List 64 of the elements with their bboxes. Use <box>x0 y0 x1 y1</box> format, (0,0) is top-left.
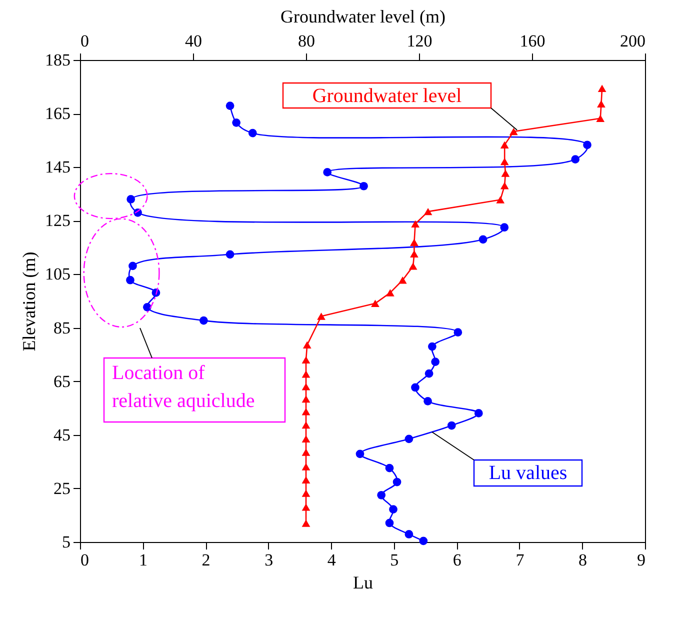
point <box>248 128 257 138</box>
x2-tick-label: 200 <box>620 32 646 50</box>
point <box>424 396 432 406</box>
x2-tick-label: 120 <box>406 32 432 50</box>
point <box>356 450 364 458</box>
y-tick-label: 125 <box>45 211 70 230</box>
y-tick-label: 45 <box>54 425 70 444</box>
x-tick-label: 1 <box>139 550 148 570</box>
x2-tick-label: 40 <box>185 32 202 50</box>
point <box>431 358 440 366</box>
point <box>232 118 240 127</box>
y-tick-label: 65 <box>54 372 70 391</box>
text: Lu values <box>488 462 568 484</box>
point <box>226 250 234 259</box>
point <box>404 434 414 444</box>
point <box>500 223 509 232</box>
x-tick-label: 9 <box>637 550 646 570</box>
point <box>424 369 434 378</box>
x2-tick-label: 80 <box>298 32 315 50</box>
x-tick-label: 3 <box>264 550 274 570</box>
point <box>385 464 394 472</box>
point <box>571 155 580 164</box>
y-tick-label: 165 <box>45 104 70 124</box>
point <box>428 342 436 351</box>
y-axis-title: Elevation (m) <box>19 252 39 352</box>
point <box>389 505 398 514</box>
annotation: Location of relative aquiclude <box>112 362 255 412</box>
point <box>126 195 136 204</box>
point <box>447 421 456 430</box>
x-tick-label: 2 <box>202 550 210 570</box>
point <box>454 328 462 337</box>
point <box>199 316 208 325</box>
point <box>360 182 368 190</box>
y-tick-label: 5 <box>62 532 70 552</box>
x-tick-label: 8 <box>578 550 587 570</box>
point <box>323 168 332 176</box>
x2-tick-label: 0 <box>80 32 89 50</box>
point <box>377 490 386 500</box>
text: Groundwater level <box>312 85 462 107</box>
x-axis-title: Lu <box>353 572 373 592</box>
point <box>392 478 402 486</box>
x2-tick-label: 160 <box>520 32 546 50</box>
y-tick-label: 145 <box>45 158 70 177</box>
point <box>474 409 483 418</box>
point <box>128 262 137 270</box>
x-tick-label: 6 <box>452 550 462 570</box>
point <box>419 536 428 546</box>
point <box>126 276 134 284</box>
y-tick-label: 25 <box>54 478 70 498</box>
x2-axis-title: Groundwater level (m) <box>280 6 446 26</box>
point <box>385 518 394 528</box>
y-tick-label: 185 <box>45 50 70 70</box>
y-tick-label: 105 <box>45 264 70 284</box>
x-tick-label: 7 <box>516 550 525 570</box>
y-tick-label: 85 <box>54 318 70 338</box>
x-tick-label: 0 <box>80 550 89 570</box>
x-tick-label: 5 <box>390 550 399 570</box>
point <box>226 102 234 110</box>
point <box>142 302 152 312</box>
point <box>583 140 592 150</box>
point <box>478 235 488 244</box>
point <box>404 530 414 538</box>
point <box>411 383 420 392</box>
x-tick-label: 4 <box>327 550 336 570</box>
